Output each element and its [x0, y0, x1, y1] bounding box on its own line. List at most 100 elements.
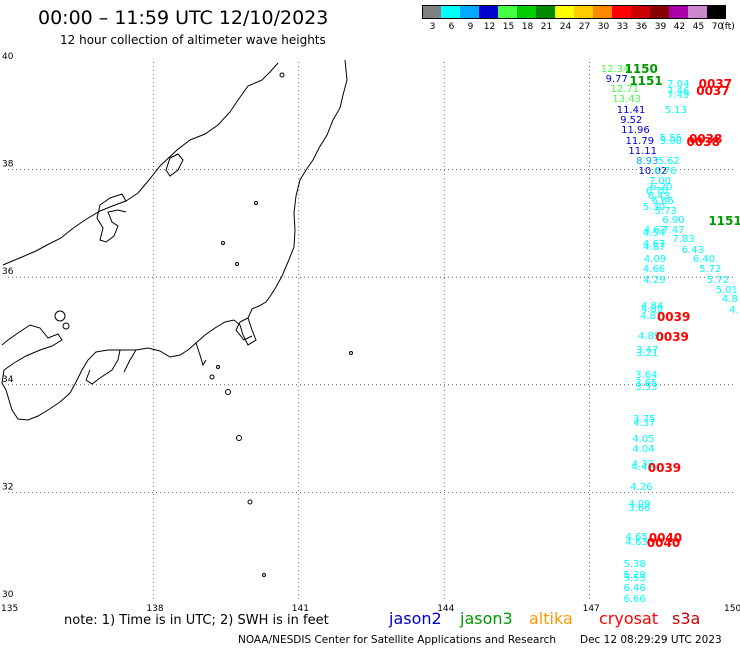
legend-jason3: jason3	[460, 609, 513, 628]
wave-height-value: 5.55	[623, 573, 646, 585]
graticule	[8, 62, 735, 600]
colorbar-label: 33	[616, 22, 629, 32]
lon-label: 138	[146, 604, 163, 614]
wave-height-value: 5.72	[706, 274, 730, 286]
wave-height-value: 5.30	[642, 201, 666, 213]
colorbar-border	[422, 5, 726, 19]
island-j	[262, 573, 266, 577]
colorbar-swatch	[479, 5, 498, 19]
pass-time-label: 0039	[655, 329, 689, 344]
wave-height-value: 4.66	[642, 264, 666, 276]
colorbar-swatch	[555, 5, 574, 19]
colorbar-swatch	[460, 5, 479, 19]
pass-time-label: 0039	[647, 460, 682, 475]
pass-time-label: 0037	[698, 76, 733, 91]
island-h	[236, 435, 242, 441]
island-d	[221, 241, 225, 245]
wave-height-value: 4.05	[632, 433, 655, 445]
wave-height-value: 7.04	[667, 78, 690, 90]
pass-time-label: 1151	[629, 73, 663, 88]
island-a	[62, 322, 70, 330]
pass-time-label: 0039	[656, 309, 691, 324]
colorbar-swatch	[688, 5, 707, 19]
lat-label: 36	[2, 267, 14, 277]
wave-height-value: 11.41	[616, 105, 646, 117]
colorbar-swatch	[517, 5, 536, 19]
lat-label: 40	[2, 52, 14, 62]
legend-s3a: s3a	[672, 609, 701, 628]
wave-height-value: 4.09	[628, 498, 651, 510]
lat-label: 38	[2, 160, 14, 170]
wave-height-value: 6.20	[650, 181, 673, 193]
colorbar-label: 24	[559, 22, 572, 32]
wave-height-value: 7.46	[667, 86, 690, 98]
lon-label: 135	[1, 604, 18, 614]
boso-peninsula	[235, 317, 253, 341]
wave-height-value: 4.37	[633, 417, 656, 429]
legend-altika: altika	[529, 609, 573, 628]
colorbar-swatch	[422, 5, 441, 19]
wave-height-value: 5.72	[699, 264, 722, 276]
colorbar-swatch	[707, 5, 726, 19]
island-f	[209, 374, 215, 380]
wave-height-value: 5.00	[659, 136, 683, 148]
colorbar-swatch	[498, 5, 517, 19]
pass-time-label: 0037	[696, 84, 730, 99]
wave-height-value: 12.34	[600, 63, 630, 75]
wave-height-value: 3.66	[628, 502, 651, 514]
island-g	[225, 389, 231, 395]
colorbar-swatch	[574, 5, 593, 19]
wave-height-value: 6.43	[681, 244, 704, 256]
wave-height-value: 6.46	[623, 582, 646, 594]
credit-text: NOAA/NESDIS Center for Satellite Applica…	[238, 634, 556, 646]
lon-label: 150	[724, 604, 740, 614]
coastline	[1, 59, 353, 577]
wave-height-value: 4.67	[642, 238, 666, 250]
wave-height-value: 3.21	[636, 348, 659, 360]
wave-height-value: 4.32	[631, 459, 655, 471]
colorbar-label: 70	[711, 22, 724, 32]
wave-height-value: 11.11	[628, 146, 657, 157]
wave-height-value: 3.65	[635, 378, 658, 390]
page-subtitle: 12 hour collection of altimeter wave hei…	[60, 33, 326, 47]
legend-cryosat: cryosat	[599, 609, 659, 628]
wave-height-value: 6.90	[662, 214, 685, 226]
wave-height-value: 5.38	[623, 558, 646, 570]
wave-height-value: 4.	[729, 304, 739, 316]
wave-height-value: 5.01	[715, 284, 738, 296]
wave-height-value: 13.43	[612, 94, 642, 106]
noto-peninsula	[96, 193, 127, 243]
island-e	[235, 262, 239, 266]
sado-island	[165, 153, 184, 177]
pass-time-label: 0038	[686, 135, 720, 150]
colorbar-label: 39	[654, 22, 667, 32]
wave-height-value: 3.47	[636, 344, 659, 356]
pass-time-label: 0040	[648, 530, 683, 545]
wave-height-value: 12.71	[610, 84, 640, 96]
wave-height-value: 4.81	[640, 310, 663, 322]
wave-height-value: 6.66	[651, 196, 674, 208]
pass-time-label: 1150	[624, 62, 658, 77]
wave-height-value: 7.00	[648, 175, 671, 187]
wave-height-value: 8.93	[636, 155, 659, 167]
colorbar-label: 15	[502, 22, 515, 32]
wave-height-value: 4.67	[643, 224, 667, 236]
honshu-east-coast	[5, 59, 348, 421]
wave-height-value: 6.40	[692, 254, 716, 266]
wave-height-value: 5.55	[659, 132, 683, 144]
ise-bay	[123, 349, 137, 373]
colorbar-label: 6	[448, 22, 455, 32]
lon-label: 147	[583, 604, 600, 614]
colorbar-swatch	[650, 5, 669, 19]
colorbar-swatch	[669, 5, 688, 19]
wave-height-value: 6.43	[647, 191, 671, 203]
colorbar-label: 21	[540, 22, 553, 32]
wave-height-value: 4.26	[630, 481, 653, 493]
colorbar-label: 18	[521, 22, 534, 32]
wave-height-value: 4.8	[721, 294, 738, 306]
island-c	[254, 201, 258, 205]
wave-height-value: 5.13	[664, 105, 687, 117]
wave-height-value: 7.47	[662, 224, 685, 236]
